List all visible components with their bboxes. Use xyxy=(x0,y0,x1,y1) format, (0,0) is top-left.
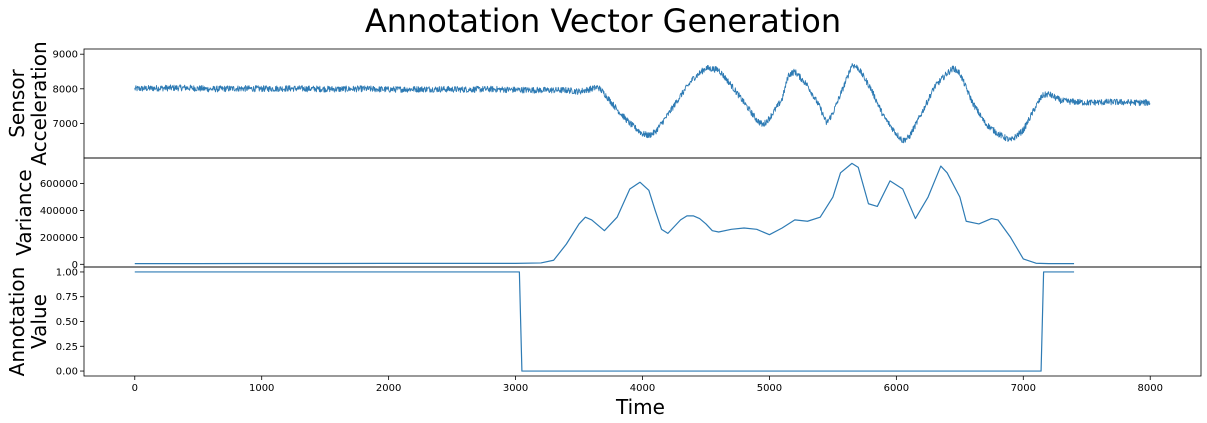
axes-frame xyxy=(83,157,1202,268)
series-line-1-0 xyxy=(134,162,1075,265)
series-line-0-0 xyxy=(134,63,1151,144)
x-tick-label: 8000 xyxy=(1138,383,1163,394)
y-tick-label: 9000 xyxy=(53,50,78,61)
y-axis-label: Sensor xyxy=(5,68,29,137)
series-line-2-0 xyxy=(134,271,1075,372)
x-tick-label: 2000 xyxy=(376,383,401,394)
x-tick-label: 0 xyxy=(132,383,138,394)
x-tick-label: 3000 xyxy=(503,383,528,394)
x-tick-label: 4000 xyxy=(630,383,655,394)
y-tick-label: 1.00 xyxy=(56,267,78,278)
y-tick-label: 8000 xyxy=(53,84,78,95)
axes-frame xyxy=(83,48,1202,159)
y-tick-label: 0.00 xyxy=(56,367,78,378)
y-tick-label: 7000 xyxy=(53,119,78,130)
y-tick-label: 0 xyxy=(72,260,78,271)
y-tick-label: 0.75 xyxy=(56,292,78,303)
panel-variance: 0 200000 400000 600000 Variance xyxy=(12,157,1202,271)
y-axis-label: Acceleration xyxy=(27,41,51,165)
y-tick-label: 0.25 xyxy=(56,342,78,353)
x-tick-label: 1000 xyxy=(249,383,274,394)
y-axis-label: Variance xyxy=(12,169,36,255)
y-tick-label: 400000 xyxy=(40,206,78,217)
x-axis-label: Time xyxy=(615,395,665,419)
y-tick-label: 200000 xyxy=(40,233,78,244)
x-tick-label: 7000 xyxy=(1011,383,1036,394)
y-axis-label: Value xyxy=(27,294,51,349)
figure-title: Annotation Vector Generation xyxy=(365,2,841,40)
x-tick-label: 5000 xyxy=(757,383,782,394)
y-tick-label: 600000 xyxy=(40,179,78,190)
y-axis-label: Annotation xyxy=(5,267,29,377)
axes-frame xyxy=(83,266,1202,377)
y-tick-label: 0.50 xyxy=(56,317,78,328)
x-tick-label: 6000 xyxy=(884,383,909,394)
